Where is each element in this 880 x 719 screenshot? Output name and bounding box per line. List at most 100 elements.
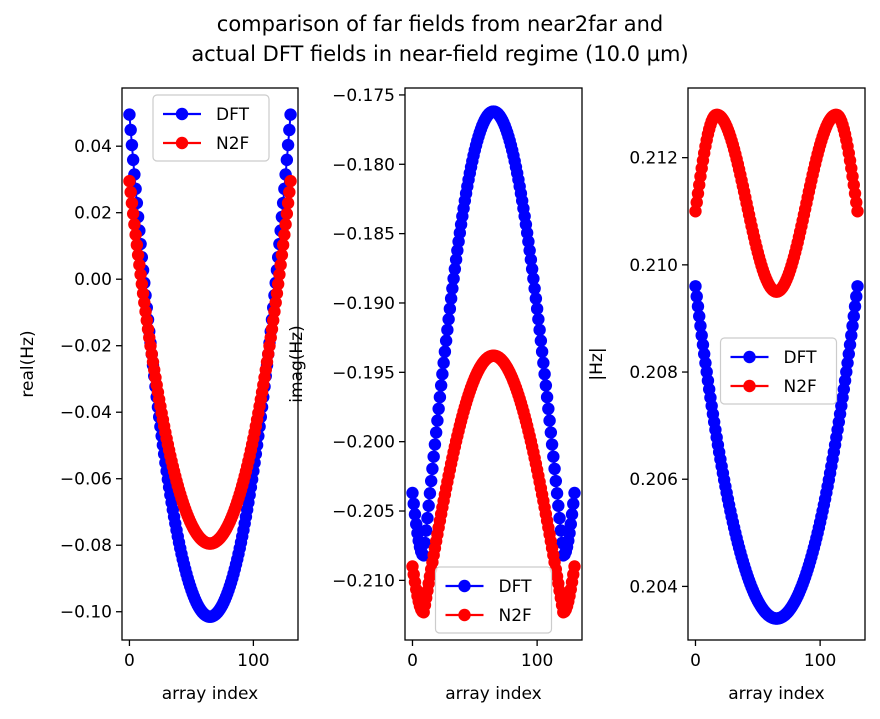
data-point-dft bbox=[696, 338, 710, 351]
legend-label-dft: DFT bbox=[499, 577, 533, 597]
data-point-dft bbox=[449, 253, 463, 266]
data-point-dft bbox=[842, 347, 855, 361]
data-point-dft bbox=[537, 356, 550, 370]
x-axis-label: array index bbox=[445, 684, 542, 704]
legend-marker-dft bbox=[175, 107, 189, 121]
data-point-dft bbox=[281, 138, 295, 152]
data-point-dft bbox=[437, 356, 450, 370]
legend-label-n2f: N2F bbox=[499, 606, 532, 626]
data-point-dft bbox=[529, 292, 543, 305]
subplot-1: 0.04 0.02 0.00 −0.02 −0.04 −0.06 −0.08 −0.10 0 10… bbox=[18, 87, 299, 704]
data-point-dft bbox=[444, 292, 458, 305]
data-point-dft bbox=[417, 549, 430, 562]
y-tick-label: −0.08 bbox=[60, 536, 112, 556]
data-point-dft bbox=[124, 123, 137, 137]
data-point-dft bbox=[528, 282, 541, 295]
legend-box bbox=[152, 94, 270, 162]
data-point-dft bbox=[690, 290, 703, 303]
y-tick-label: −0.195 bbox=[332, 363, 395, 383]
y-tick-label: −0.10 bbox=[60, 603, 112, 623]
data-point-dft bbox=[850, 290, 863, 303]
data-point-dft bbox=[418, 536, 432, 550]
data-point-dft bbox=[550, 487, 564, 500]
data-point-n2f bbox=[275, 248, 289, 262]
legend-marker-n2f bbox=[175, 136, 189, 150]
data-point-n2f bbox=[133, 258, 146, 272]
data-point-n2f bbox=[271, 277, 285, 291]
data-point-dft bbox=[524, 253, 538, 266]
data-point-dft bbox=[448, 262, 462, 276]
data-point-dft bbox=[691, 300, 705, 313]
data-point-dft bbox=[548, 462, 561, 476]
data-point-dft bbox=[406, 486, 419, 500]
data-point-dft bbox=[545, 438, 559, 451]
x-tick-label: 100 bbox=[804, 651, 836, 671]
data-point-dft bbox=[280, 153, 294, 167]
subplot-2: −0.175 −0.180 −0.185 −0.190 −0.195 −0.200 −0.2… bbox=[287, 86, 583, 704]
data-point-n2f bbox=[270, 287, 284, 300]
data-layer bbox=[406, 105, 581, 619]
y-tick-label: −0.06 bbox=[60, 470, 112, 490]
data-layer bbox=[123, 108, 297, 623]
x-tick-label: 100 bbox=[237, 651, 269, 671]
data-point-n2f bbox=[276, 238, 290, 252]
data-point-dft bbox=[533, 323, 546, 337]
data-point-dft bbox=[698, 347, 711, 361]
y-axis-label: |Hz| bbox=[587, 347, 607, 380]
data-point-dft bbox=[446, 282, 459, 295]
y-tick-label: −0.02 bbox=[60, 337, 112, 357]
data-point-dft bbox=[432, 402, 445, 416]
data-point-dft bbox=[434, 379, 448, 392]
data-point-n2f bbox=[281, 196, 295, 210]
data-point-n2f bbox=[125, 196, 139, 210]
y-tick-label: 0.210 bbox=[629, 256, 678, 276]
data-point-dft bbox=[441, 323, 454, 337]
data-point-n2f bbox=[136, 287, 150, 300]
data-point-dft bbox=[426, 462, 439, 476]
chart-title-line-2: actual DFT fields in near-field regime (… bbox=[191, 42, 689, 66]
data-point-dft bbox=[527, 272, 540, 285]
data-point-n2f bbox=[130, 238, 144, 252]
data-point-n2f bbox=[131, 248, 145, 262]
data-point-dft bbox=[535, 345, 549, 358]
data-point-dft bbox=[689, 280, 702, 293]
data-point-dft bbox=[438, 345, 452, 358]
data-point-dft bbox=[552, 499, 565, 512]
y-tick-label: −0.180 bbox=[332, 155, 395, 175]
data-point-n2f bbox=[134, 268, 147, 281]
axes-frame bbox=[404, 87, 583, 641]
legend-box bbox=[434, 566, 553, 634]
y-tick-label: −0.210 bbox=[332, 571, 395, 591]
y-tick-label: −0.04 bbox=[60, 403, 112, 423]
data-point-dft bbox=[439, 334, 453, 347]
data-point-dft bbox=[408, 508, 422, 521]
data-point-dft bbox=[428, 438, 442, 451]
data-point-n2f bbox=[279, 218, 292, 231]
data-point-dft bbox=[429, 426, 443, 439]
data-point-dft bbox=[567, 497, 580, 511]
data-point-n2f bbox=[274, 258, 287, 272]
data-point-dft bbox=[549, 474, 563, 488]
y-tick-label: 0.212 bbox=[629, 149, 678, 169]
y-tick-label: −0.190 bbox=[332, 294, 395, 314]
data-point-n2f bbox=[124, 185, 137, 199]
y-tick-label: −0.205 bbox=[332, 502, 395, 522]
data-point-n2f bbox=[851, 205, 864, 218]
data-point-dft bbox=[547, 450, 560, 463]
subplot-3: 0.212 0.210 0.208 0.206 0.204 0 100 array index… bbox=[587, 87, 866, 704]
y-axis-label: real(Hz) bbox=[18, 330, 38, 397]
data-point-dft bbox=[851, 280, 864, 293]
data-point-dft bbox=[544, 426, 558, 439]
legend-marker-n2f bbox=[458, 608, 471, 622]
data-point-n2f bbox=[273, 268, 286, 281]
data-point-dft bbox=[436, 367, 449, 381]
data-point-n2f bbox=[284, 174, 297, 188]
data-point-dft bbox=[565, 508, 579, 521]
y-tick-label: 0.206 bbox=[629, 470, 678, 490]
legend-box bbox=[719, 337, 838, 405]
y-tick-label: −0.200 bbox=[332, 433, 395, 453]
data-point-dft bbox=[427, 450, 440, 463]
legend: DFT N2F bbox=[719, 337, 838, 405]
data-point-dft bbox=[447, 272, 460, 285]
data-point-dft bbox=[542, 402, 555, 416]
